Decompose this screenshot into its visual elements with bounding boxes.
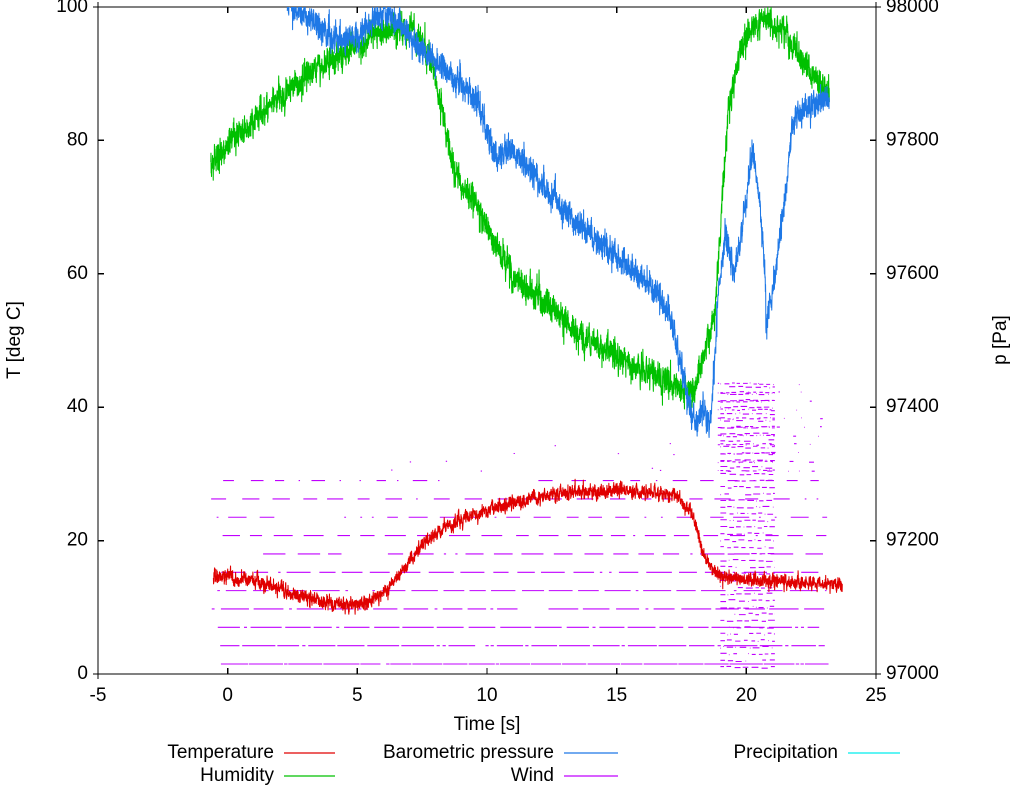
svg-text:98000: 98000	[886, 0, 939, 17]
svg-text:97600: 97600	[886, 263, 939, 284]
svg-text:100: 100	[56, 0, 88, 17]
svg-text:0: 0	[222, 685, 233, 706]
svg-text:5: 5	[352, 685, 363, 706]
svg-text:15: 15	[606, 685, 627, 706]
svg-text:-5: -5	[90, 685, 107, 706]
svg-text:T [deg C]: T [deg C]	[4, 301, 25, 379]
svg-text:40: 40	[67, 396, 88, 417]
svg-text:10: 10	[476, 685, 497, 706]
svg-text:97400: 97400	[886, 396, 939, 417]
svg-text:Humidity: Humidity	[200, 765, 274, 786]
svg-text:97200: 97200	[886, 530, 939, 551]
svg-text:0: 0	[77, 663, 88, 684]
svg-text:97800: 97800	[886, 129, 939, 150]
svg-text:Temperature: Temperature	[167, 742, 274, 763]
svg-text:97000: 97000	[886, 663, 939, 684]
svg-text:60: 60	[67, 263, 88, 284]
svg-text:Time [s]: Time [s]	[454, 714, 521, 735]
svg-text:p [Pa]: p [Pa]	[990, 315, 1011, 365]
svg-text:20: 20	[67, 530, 88, 551]
svg-text:Barometric pressure: Barometric pressure	[383, 742, 554, 763]
svg-text:25: 25	[865, 685, 886, 706]
svg-text:Precipitation: Precipitation	[733, 742, 838, 763]
svg-text:Wind: Wind	[511, 765, 554, 786]
svg-text:80: 80	[67, 129, 88, 150]
svg-text:20: 20	[736, 685, 757, 706]
